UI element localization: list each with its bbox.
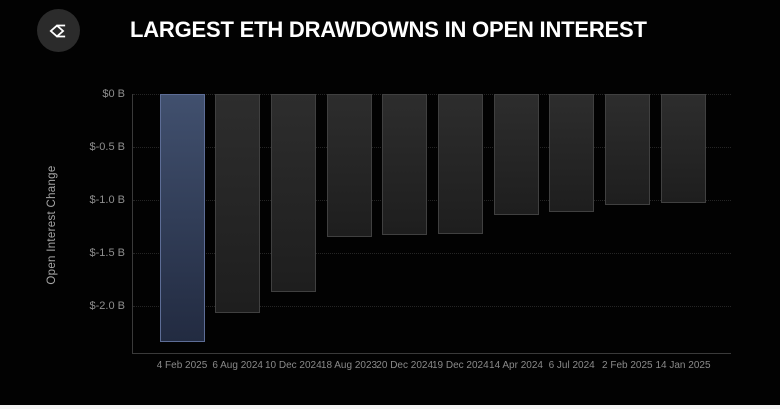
x-axis-label: 6 Jul 2024	[548, 360, 595, 371]
bar-14-jan-2025	[661, 94, 706, 203]
x-axis-label: 2 Feb 2025	[602, 360, 653, 371]
bar-2-feb-2025	[605, 94, 650, 205]
bar-10-dec-2024	[271, 94, 316, 292]
plot-area: $0 B $-0.5 B $-1.0 B $-1.5 B $-2.0 B 4 Feb 20…	[90, 88, 731, 371]
y-axis-tick-label: $-2.0 B	[89, 300, 125, 312]
gridline	[133, 94, 731, 95]
velo-logo	[37, 9, 80, 52]
chart-title: LARGEST ETH DRAWDOWNS IN OPEN INTEREST	[130, 17, 647, 42]
bar-6-jul-2024	[549, 94, 594, 212]
x-axis-label: 19 Dec 2024	[431, 360, 489, 371]
x-axis-label: 6 Aug 2024	[212, 360, 263, 371]
bar-14-apr-2024	[494, 94, 539, 215]
y-axis-tick-label: $-0.5 B	[89, 141, 125, 153]
x-axis-label: 14 Apr 2024	[489, 360, 543, 371]
sigma-diamond-icon	[48, 23, 65, 38]
bottom-edge-strip	[0, 405, 780, 409]
bar-4-feb-2025	[160, 94, 205, 342]
bar-18-aug-2023	[327, 94, 372, 237]
x-axis-label: 14 Jan 2025	[655, 360, 711, 371]
x-axis-label: 20 Dec 2024	[376, 360, 434, 371]
bar-19-dec-2024	[438, 94, 483, 234]
gridline	[133, 253, 731, 254]
gridline	[133, 306, 731, 307]
bar-20-dec-2024	[382, 94, 427, 235]
y-axis-tick-label: $-1.5 B	[89, 247, 125, 259]
gridline	[133, 200, 731, 201]
x-axis-label: 4 Feb 2025	[156, 360, 208, 371]
y-axis-tick-label: $0 B	[102, 88, 125, 100]
gridline	[133, 147, 731, 148]
y-axis-title: Open Interest Change	[46, 165, 58, 285]
y-axis-tick-label: $-1.0 B	[89, 194, 125, 206]
bar-6-aug-2024	[215, 94, 260, 313]
x-axis-label: 10 Dec 2024	[264, 360, 322, 371]
x-axis-label: 18 Aug 2023	[320, 360, 378, 371]
